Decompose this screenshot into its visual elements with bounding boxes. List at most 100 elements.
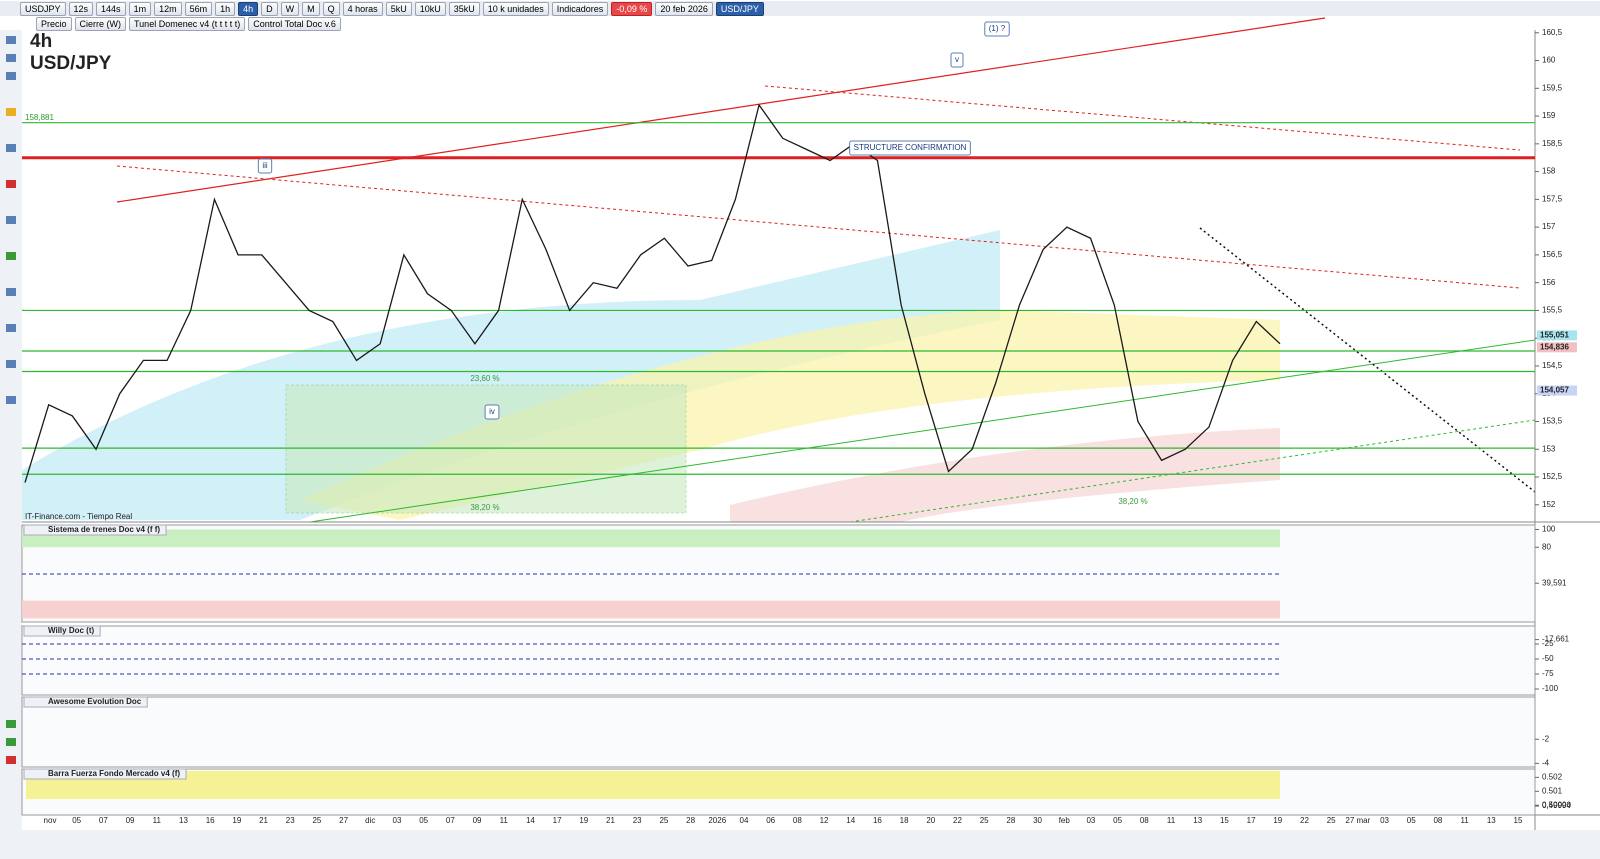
price-tag-label: 154,836 — [1540, 342, 1569, 351]
toolbar-button[interactable]: 10kU — [414, 1, 446, 16]
y-tick-label: 156 — [1542, 278, 1556, 287]
x-tick-label: 25 — [1327, 816, 1336, 825]
toolbar-button[interactable]: 35kU — [448, 1, 480, 16]
x-tick-label: 27 — [339, 816, 348, 825]
annotation-box — [484, 404, 500, 420]
y-tick-label: 156,5 — [1542, 250, 1563, 259]
toolbar-button[interactable]: USD/JPY — [715, 1, 764, 16]
annotation: 38,20 % — [470, 503, 499, 512]
annotation: iv — [489, 407, 495, 416]
toolbar-button[interactable]: Tunel Domenec v4 (t t t t t) — [129, 16, 246, 31]
toolbar-button[interactable]: 4 horas — [342, 1, 383, 16]
x-tick-label: 08 — [1433, 816, 1442, 825]
x-tick-label: 18 — [900, 816, 909, 825]
x-tick-label: 2026 — [708, 816, 726, 825]
y-tick-label: 0,49994 — [1542, 801, 1571, 810]
x-tick-label: 28 — [686, 816, 695, 825]
annotation-box — [950, 52, 964, 68]
toolbar-button[interactable]: 144s — [96, 1, 126, 16]
x-tick-label: 17 — [553, 816, 562, 825]
y-tick-label: 154,5 — [1542, 361, 1563, 370]
y-tick-label: -17,661 — [1542, 635, 1570, 644]
panel-title-bg — [23, 524, 167, 536]
x-tick-label: 23 — [633, 816, 642, 825]
scrollbar[interactable] — [0, 830, 1600, 859]
zone — [22, 600, 1280, 619]
x-tick-label: 30 — [1033, 816, 1042, 825]
toolbar-button[interactable]: Indicadores — [551, 1, 609, 16]
x-tick-label: 11 — [1460, 816, 1469, 825]
y-tick-label: 157 — [1542, 222, 1556, 231]
x-tick-label: 14 — [526, 816, 535, 825]
y-tick-label: 0.502 — [1542, 772, 1563, 781]
y-tick-label: 160 — [1542, 56, 1556, 65]
toolbar-button[interactable]: 56m — [184, 1, 213, 16]
x-tick-label: 21 — [259, 816, 268, 825]
y-tick-label: -4 — [1542, 758, 1550, 767]
toolbar-button[interactable]: -0,09 % — [611, 1, 653, 16]
x-tick-label: 08 — [1140, 816, 1149, 825]
toolbar: USDJPY 12s 144s 1m 12m 56m 1h 4h D W M Q 4 horas 5kU 1… — [0, 1, 1600, 16]
toolbar-button[interactable]: Q — [322, 1, 340, 16]
x-tick-label: 25 — [312, 816, 321, 825]
toolbar-button[interactable]: Precio — [36, 16, 72, 31]
tunnel-band — [730, 428, 1280, 522]
x-tick-label: 13 — [1487, 816, 1496, 825]
x-tick-label: 20 — [926, 816, 935, 825]
toolbar-button[interactable]: 1m — [128, 1, 152, 16]
annotation: 38,20 % — [1118, 497, 1147, 506]
panel-title-bg — [23, 696, 148, 708]
toolbar-button[interactable]: Control Total Doc v.6 — [248, 16, 341, 31]
y-tick-label: -50 — [1542, 654, 1554, 663]
toolbar-button[interactable]: Cierre (W) — [74, 16, 127, 31]
y-tick-label: 159,5 — [1542, 83, 1563, 92]
toolbar-button[interactable]: W — [280, 1, 300, 16]
x-tick-label: 16 — [873, 816, 882, 825]
level-label: 158,881 — [25, 113, 54, 122]
y-tick-label: 0.501 — [1542, 786, 1563, 795]
y-tick-label: 158 — [1542, 167, 1556, 176]
x-tick-label: 19 — [579, 816, 588, 825]
price-line — [24, 103, 1281, 483]
indicator-bar: Precio Cierre (W) Tunel Domenec v4 (t t t … — [0, 16, 341, 31]
price-tag — [1537, 385, 1577, 396]
chart-title: 4h — [30, 31, 52, 52]
x-tick-label: 17 — [1247, 816, 1256, 825]
x-tick-label: 11 — [1167, 816, 1176, 825]
panel-title: Awesome Evolution Doc — [48, 697, 142, 706]
y-tick-label: 100 — [1542, 525, 1556, 534]
toolbar-button[interactable]: M — [302, 1, 320, 16]
trend-line — [309, 339, 1536, 523]
x-tick-label: 05 — [72, 816, 81, 825]
toolbar-button[interactable]: D — [261, 1, 278, 16]
x-tick-label: 12 — [820, 816, 829, 825]
annotation: v — [955, 55, 959, 64]
toolbar-button[interactable]: 10 k unidades — [482, 1, 549, 16]
zone — [22, 529, 1280, 548]
x-tick-label: feb — [1059, 816, 1071, 825]
toolbar-button[interactable]: 5kU — [385, 1, 412, 16]
toolbar-button[interactable]: USDJPY — [20, 1, 66, 16]
x-tick-label: 06 — [766, 816, 775, 825]
toolbar-button[interactable]: 4h — [238, 1, 259, 16]
x-tick-label: 04 — [740, 816, 749, 825]
panel-title-bg — [23, 768, 187, 780]
x-tick-label: 11 — [153, 816, 162, 825]
toolbar-button[interactable]: 1h — [215, 1, 236, 16]
annotation-box — [984, 21, 1010, 37]
panel-title-bg — [23, 625, 101, 637]
toolbar-button[interactable]: 20 feb 2026 — [655, 1, 713, 16]
x-tick-label: 13 — [179, 816, 188, 825]
annotation: STRUCTURE CONFIRMATION — [854, 143, 967, 152]
price-tag-label: 154,057 — [1540, 386, 1569, 395]
y-tick-label: 153 — [1542, 444, 1556, 453]
x-tick-label: 19 — [1273, 816, 1282, 825]
toolbar-button[interactable]: 12m — [154, 1, 182, 16]
x-tick-label: 22 — [953, 816, 962, 825]
y-tick-label: 155,5 — [1542, 306, 1563, 315]
trend-line — [764, 85, 1521, 151]
x-tick-label: 03 — [1380, 816, 1389, 825]
trend-line — [849, 419, 1536, 523]
toolbar-button[interactable]: 12s — [68, 1, 94, 16]
x-tick-label: 03 — [393, 816, 402, 825]
